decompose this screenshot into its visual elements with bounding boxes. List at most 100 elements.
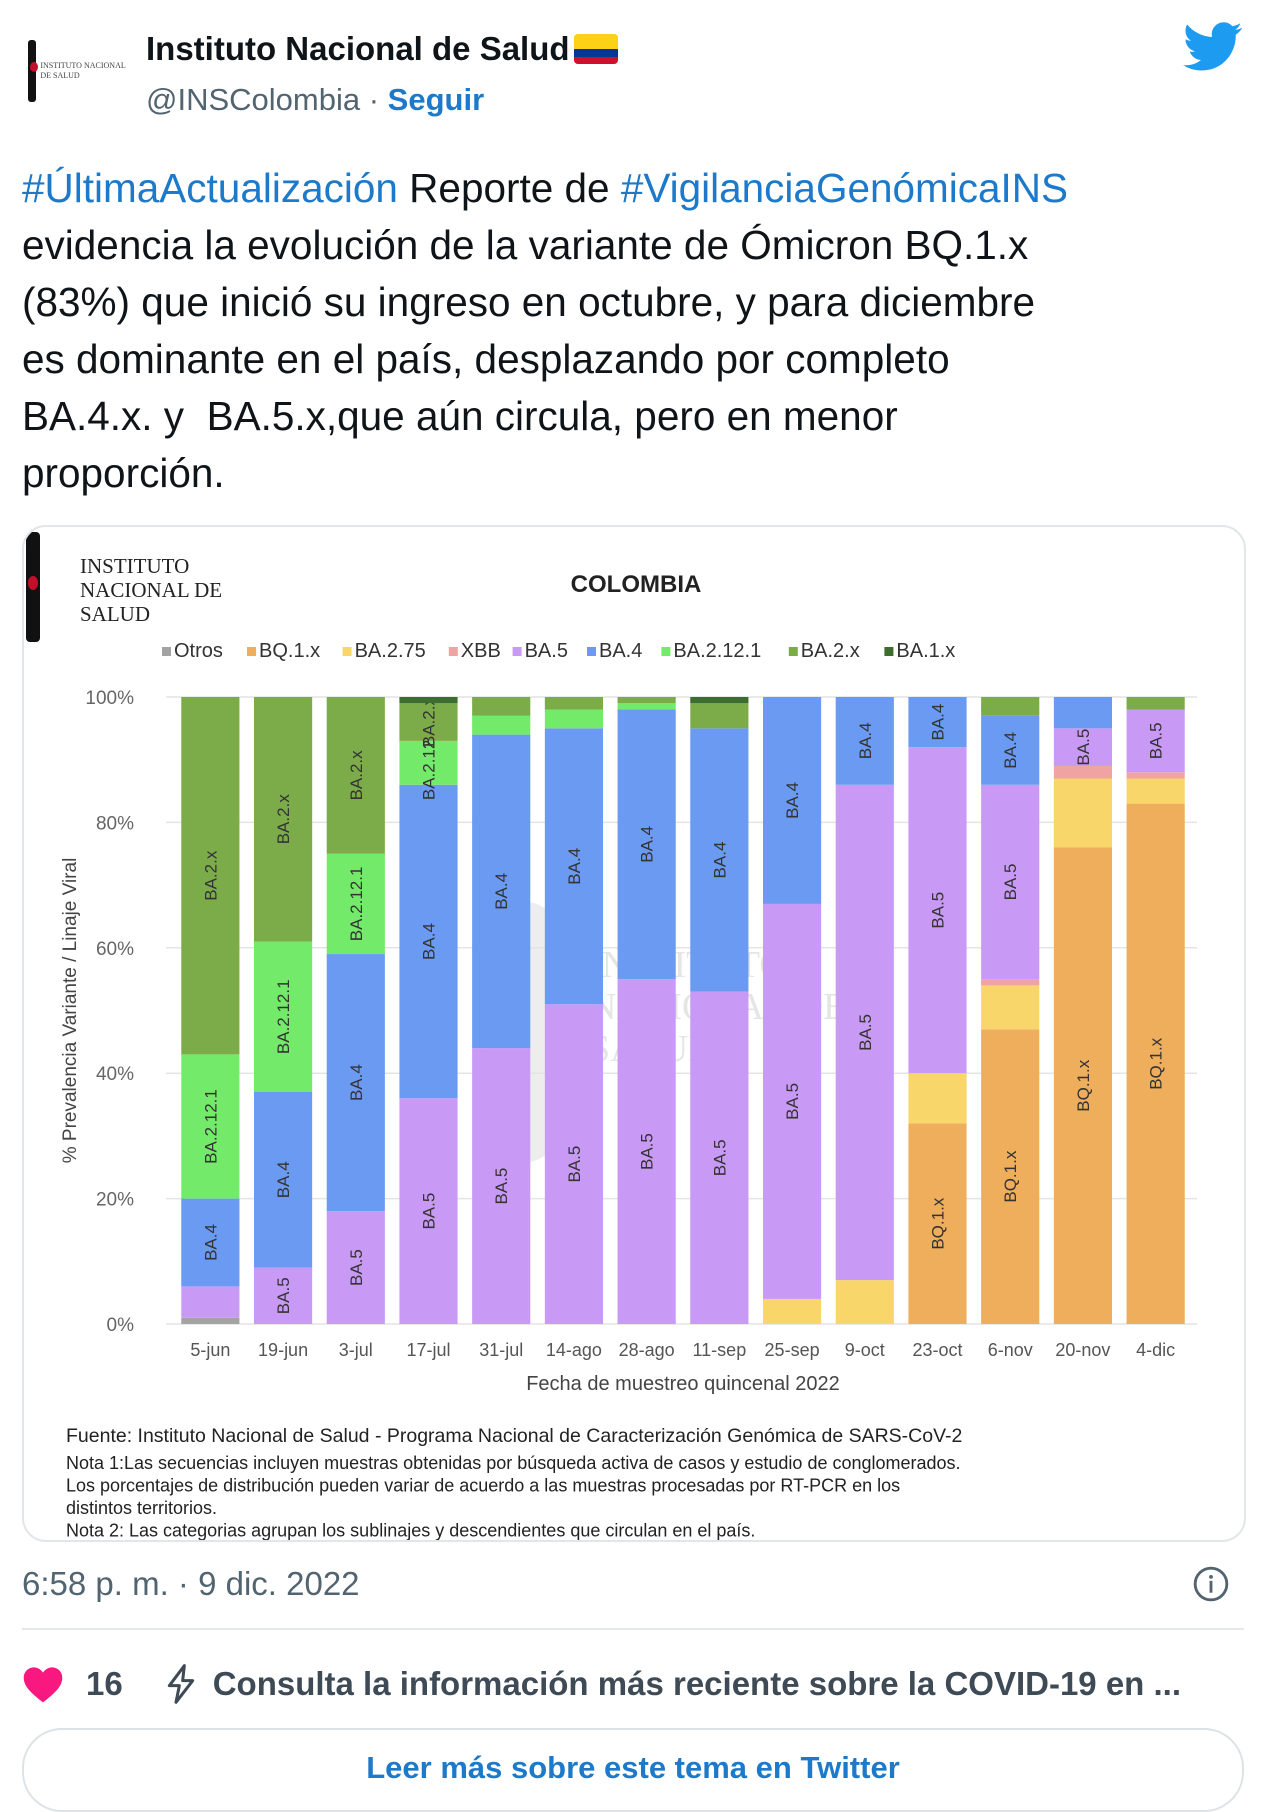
bar-segment-label: BQ.1.x bbox=[1001, 1150, 1020, 1202]
author-handle[interactable]: @INSColombia bbox=[146, 82, 361, 117]
y-tick-label: 100% bbox=[85, 688, 134, 709]
bar-segment-label: BA.5 bbox=[856, 1014, 875, 1051]
legend-label: XBB bbox=[461, 640, 501, 662]
bar-segment bbox=[1053, 778, 1113, 848]
heart-icon[interactable] bbox=[22, 1664, 64, 1704]
tweet-text-segment: (83%) que inició su ingreso en octubre, … bbox=[22, 279, 1036, 325]
like-count[interactable]: 16 bbox=[86, 1665, 123, 1702]
legend-label: BA.4 bbox=[599, 640, 642, 662]
author-avatar[interactable]: INSTITUTO NACIONAL DE SALUD bbox=[28, 38, 128, 104]
tweet-text-segment: BA.4.x. y BA.5.x,que aún circula, pero e… bbox=[22, 393, 898, 439]
bar-segment bbox=[181, 1317, 240, 1324]
colombia-flag-icon bbox=[573, 34, 618, 64]
bar-segment bbox=[253, 941, 313, 1093]
bar-segment-label: BA.4 bbox=[856, 722, 875, 759]
author-name[interactable]: Instituto Nacional de Salud bbox=[146, 30, 618, 68]
bar-segment-label: BQ.1.x bbox=[1147, 1037, 1166, 1089]
y-tick-label: 40% bbox=[96, 1064, 134, 1085]
twitter-bird-icon[interactable] bbox=[1183, 22, 1243, 72]
legend-swatch bbox=[342, 647, 352, 656]
bar-segment bbox=[1126, 697, 1185, 710]
bar-segment-label: BA.5 bbox=[274, 1277, 293, 1314]
tweet-line: proporción. bbox=[22, 445, 1068, 502]
bar-segment-label: BA.4 bbox=[274, 1161, 293, 1198]
bar-segment bbox=[690, 991, 749, 1324]
logo-text: SALUD bbox=[80, 602, 150, 626]
info-icon[interactable] bbox=[1192, 1565, 1230, 1603]
y-tick-label: 20% bbox=[96, 1190, 134, 1211]
chart-title: COLOMBIA bbox=[571, 571, 702, 598]
tweet-line: #ÚltimaActualización Reporte de #Vigilan… bbox=[22, 160, 1068, 217]
bar-segment bbox=[181, 1198, 240, 1287]
bar-segment-label: BA.4 bbox=[565, 848, 584, 885]
bar-segment-label: BA.4 bbox=[420, 923, 439, 960]
read-more-button[interactable]: Leer más sobre este tema en Twitter bbox=[22, 1728, 1244, 1812]
bar-segment bbox=[181, 697, 240, 1055]
bar-segment bbox=[544, 709, 604, 729]
legend-label: BA.2.75 bbox=[355, 640, 426, 662]
legend-label: Otros bbox=[174, 640, 223, 662]
chart-note: Los porcentajes de distribución pueden v… bbox=[66, 1476, 900, 1496]
bar-segment bbox=[981, 985, 1040, 1030]
follow-button[interactable]: Seguir bbox=[387, 82, 485, 117]
x-tick-label: 11-sep bbox=[693, 1340, 747, 1360]
bar-segment bbox=[835, 1280, 894, 1324]
bar-segment bbox=[1053, 847, 1113, 1324]
legend-label: BA.5 bbox=[525, 640, 568, 662]
logo-text: NACIONAL DE bbox=[80, 578, 222, 602]
lightning-icon bbox=[167, 1664, 194, 1704]
x-tick-label: 3-jul bbox=[339, 1340, 373, 1360]
legend-swatch bbox=[512, 647, 522, 656]
y-axis-label: % Prevalencia Variante / Linaje Viral bbox=[60, 858, 81, 1164]
legend-swatch bbox=[247, 647, 256, 656]
bar-segment bbox=[326, 954, 385, 1212]
legend-swatch bbox=[661, 647, 671, 656]
hashtag-link[interactable]: #ÚltimaActualización bbox=[22, 165, 398, 211]
tweet-text-segment: proporción. bbox=[22, 450, 225, 496]
hashtag-link[interactable]: #VigilanciaGenómicaINS bbox=[620, 165, 1069, 211]
avatar-text: INSTITUTO NACIONAL DE SALUD bbox=[40, 61, 126, 80]
bar-segment bbox=[762, 1298, 822, 1324]
bar-segment-label: BA.4 bbox=[710, 842, 729, 879]
x-tick-label: 25-sep bbox=[765, 1340, 820, 1360]
tweet-line: (83%) que inició su ingreso en octubre, … bbox=[22, 274, 1068, 331]
bar-segment bbox=[981, 715, 1040, 785]
tweet-timestamp[interactable]: 6:58 p. m. · 9 dic. 2022 bbox=[22, 1565, 360, 1602]
legend-label: BA.2.x bbox=[801, 640, 860, 662]
bar-segment-label: BA.4 bbox=[347, 1064, 366, 1101]
legend-label: BQ.1.x bbox=[259, 640, 320, 662]
bar-segment bbox=[690, 697, 749, 704]
bar-segment bbox=[326, 697, 385, 854]
x-tick-label: 23-oct bbox=[912, 1340, 962, 1360]
bar-segment bbox=[472, 1048, 531, 1324]
tweet-actions: 16 Consulta la información más reciente … bbox=[22, 1660, 1181, 1708]
tweet-text-segment: evidencia la evolución de la variante de… bbox=[22, 222, 1029, 268]
bar-segment-label: BA.4 bbox=[783, 782, 802, 819]
bar-segment bbox=[253, 1267, 313, 1324]
bar-segment-label: BA.2.12.1 bbox=[420, 725, 439, 800]
bar-segment-label: BA.2.12.1 bbox=[347, 867, 366, 942]
bar-segment bbox=[981, 697, 1040, 716]
x-tick-label: 14-ago bbox=[546, 1340, 602, 1360]
bar-segment-label: BA.5 bbox=[565, 1146, 584, 1183]
handle-row: @INSColombia · Seguir bbox=[146, 82, 484, 118]
bar-segment bbox=[399, 703, 458, 741]
bar-segment bbox=[981, 784, 1040, 980]
bar-segment bbox=[617, 697, 676, 704]
chart-note: Nota 1:Las secuencias incluyen muestras … bbox=[66, 1453, 961, 1473]
bar-segment bbox=[981, 1029, 1040, 1324]
x-tick-label: 17-jul bbox=[406, 1340, 450, 1360]
bar-segment bbox=[981, 979, 1040, 986]
bar-segment-label: BA.5 bbox=[492, 1168, 511, 1205]
chart-image-card[interactable]: INSTITUTO NACIONAL DE SALUD INSTITUTO NACION… bbox=[22, 525, 1246, 1542]
bar-segment-label: BA.5 bbox=[710, 1139, 729, 1176]
y-tick-label: 60% bbox=[96, 939, 134, 960]
bar-segment bbox=[326, 853, 385, 955]
tweet-line: evidencia la evolución de la variante de… bbox=[22, 217, 1068, 274]
bar-segment bbox=[544, 728, 604, 1005]
bar-segment bbox=[253, 697, 313, 942]
covid-info-link[interactable]: Consulta la información más reciente sob… bbox=[212, 1665, 1181, 1702]
tweet-text: #ÚltimaActualización Reporte de #Vigilan… bbox=[22, 160, 1068, 502]
x-axis-label: Fecha de muestreo quincenal 2022 bbox=[526, 1373, 840, 1395]
bar-segment bbox=[908, 697, 967, 748]
